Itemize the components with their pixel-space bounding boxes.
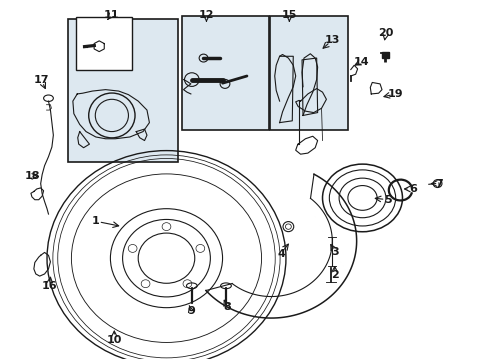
Text: 19: 19 — [387, 89, 403, 99]
Text: 6: 6 — [408, 184, 416, 194]
Text: 14: 14 — [353, 57, 368, 67]
Text: 3: 3 — [330, 247, 338, 257]
Text: 17: 17 — [33, 75, 49, 85]
Bar — [76, 17, 132, 70]
Text: 11: 11 — [103, 10, 119, 20]
Text: 8: 8 — [223, 302, 231, 312]
Text: 4: 4 — [277, 248, 285, 258]
Text: 10: 10 — [106, 334, 122, 345]
Text: 12: 12 — [198, 10, 214, 20]
Text: 2: 2 — [330, 270, 338, 280]
Text: 18: 18 — [24, 171, 40, 181]
Bar — [269, 16, 347, 130]
Text: 15: 15 — [281, 10, 296, 20]
Text: 7: 7 — [435, 179, 443, 189]
Bar — [381, 51, 388, 58]
Text: 5: 5 — [384, 195, 391, 205]
Text: 16: 16 — [41, 281, 57, 291]
Text: 20: 20 — [377, 28, 393, 38]
Bar — [182, 16, 268, 130]
Text: 13: 13 — [324, 35, 339, 45]
Text: 9: 9 — [186, 306, 194, 316]
Bar — [68, 19, 178, 162]
Text: 1: 1 — [92, 216, 100, 226]
